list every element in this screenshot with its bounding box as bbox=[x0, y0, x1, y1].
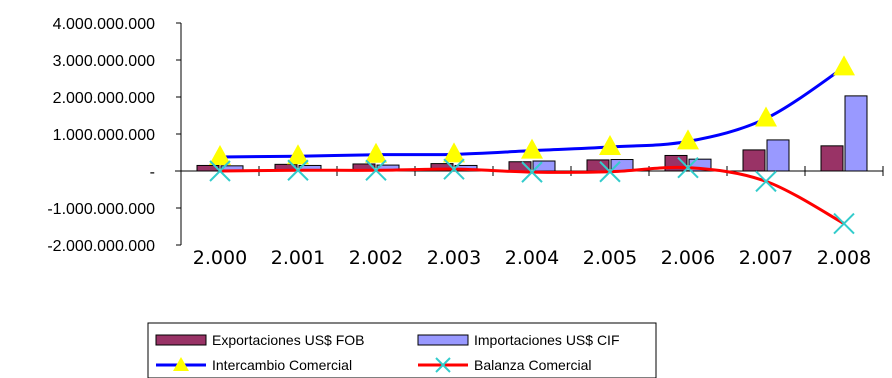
y-tick-label: 3.000.000.000 bbox=[53, 53, 155, 70]
marker-intercambio-comercial bbox=[755, 106, 777, 127]
marker-balanza-comercial bbox=[521, 161, 543, 183]
bar-importaciones-us-cif bbox=[844, 95, 868, 172]
legend-label-intercambio: Intercambio Comercial bbox=[212, 357, 352, 373]
line-balanza-comercial bbox=[219, 165, 845, 225]
y-axis-ticks: 4.000.000.000 3.000.000.000 2.000.000.000 1… bbox=[47, 16, 181, 255]
x-axis-labels: 2.000 2.001 2.002 2.003 2.004 2.005 2.006 2.007… bbox=[193, 247, 871, 269]
bar-exportaciones-us-fob bbox=[586, 159, 610, 172]
legend: Exportaciones US$ FOB Importaciones US$ … bbox=[147, 322, 657, 378]
marker-intercambio-comercial bbox=[833, 55, 855, 76]
legend-marker-balanza bbox=[435, 357, 451, 373]
legend-label-exportaciones: Exportaciones US$ FOB bbox=[212, 332, 365, 348]
bar-importaciones-us-cif bbox=[532, 160, 556, 172]
marker-balanza-comercial bbox=[365, 159, 387, 181]
x-tick-label: 2.001 bbox=[271, 247, 325, 269]
y-tick-label: -2.000.000.000 bbox=[47, 238, 155, 255]
x-tick-label: 2.000 bbox=[193, 247, 247, 269]
y-tick-label: 1.000.000.000 bbox=[53, 127, 155, 144]
y-tick-label: 2.000.000.000 bbox=[53, 90, 155, 107]
x-tick-label: 2.006 bbox=[661, 247, 715, 269]
marker-balanza-comercial bbox=[287, 159, 309, 181]
y-tick-label: -1.000.000.000 bbox=[47, 201, 155, 218]
bar-exportaciones-us-fob bbox=[508, 161, 532, 172]
marker-intercambio-comercial bbox=[365, 142, 387, 163]
x-axis-tickmarks bbox=[180, 166, 884, 176]
x-tick-label: 2.005 bbox=[583, 247, 637, 269]
marker-balanza-comercial bbox=[209, 160, 231, 182]
y-tick-label: 4.000.000.000 bbox=[53, 16, 155, 33]
marker-balanza-comercial bbox=[443, 158, 465, 180]
marker-intercambio-comercial bbox=[443, 142, 465, 163]
bar-exportaciones-us-fob bbox=[742, 149, 766, 172]
marker-balanza-comercial bbox=[755, 170, 777, 193]
legend-swatch-exportaciones bbox=[155, 334, 207, 346]
marker-intercambio-comercial bbox=[521, 138, 543, 159]
x-tick-label: 2.002 bbox=[349, 247, 403, 269]
marker-intercambio-comercial bbox=[677, 129, 699, 150]
x-tick-label: 2.003 bbox=[427, 247, 481, 269]
marker-intercambio-comercial bbox=[209, 144, 231, 165]
legend-box bbox=[147, 322, 657, 378]
marker-balanza-comercial bbox=[599, 161, 621, 183]
legend-swatch-importaciones bbox=[417, 334, 469, 346]
x-tick-label: 2.004 bbox=[505, 247, 559, 269]
y-tick-label: - bbox=[150, 164, 155, 181]
marker-balanza-comercial bbox=[677, 156, 699, 179]
bar-importaciones-us-cif bbox=[766, 139, 790, 172]
marker-intercambio-comercial bbox=[599, 134, 621, 155]
marker-balanza-comercial bbox=[833, 212, 855, 235]
x-tick-label: 2.007 bbox=[739, 247, 793, 269]
x-tick-label: 2.008 bbox=[817, 247, 871, 269]
bar-exportaciones-us-fob bbox=[820, 145, 844, 172]
legend-marker-intercambio bbox=[173, 357, 189, 371]
legend-label-balanza: Balanza Comercial bbox=[474, 357, 592, 373]
markers bbox=[209, 55, 855, 235]
marker-intercambio-comercial bbox=[287, 144, 309, 165]
legend-label-importaciones: Importaciones US$ CIF bbox=[474, 332, 620, 348]
